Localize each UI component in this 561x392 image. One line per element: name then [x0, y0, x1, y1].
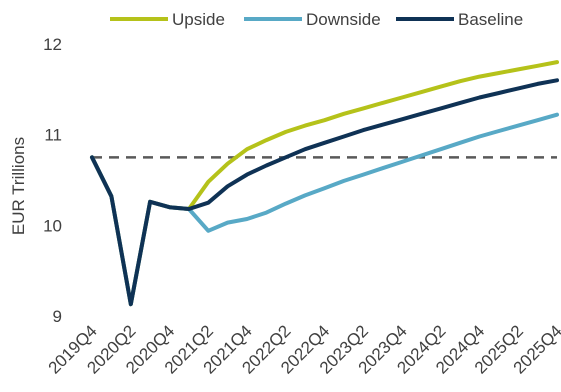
y-tick-label: 12 [43, 35, 62, 54]
legend-label: Baseline [458, 10, 523, 29]
y-tick-label: 11 [44, 126, 62, 145]
legend-item-baseline: Baseline [396, 10, 523, 29]
legend: Upside Downside Baseline [110, 10, 523, 29]
y-axis-ticks: 9 10 11 12 [43, 35, 62, 326]
y-tick-label: 10 [43, 216, 62, 235]
series-lines [90, 60, 559, 307]
y-tick-label: 9 [53, 307, 62, 326]
series-line-upside [90, 60, 559, 307]
legend-label: Downside [306, 10, 381, 29]
legend-item-upside: Upside [110, 10, 225, 29]
legend-label: Upside [172, 10, 225, 29]
y-axis-label: EUR Trillions [9, 137, 28, 235]
series-line-baseline [90, 78, 559, 307]
x-axis-ticks: 2019Q42020Q22020Q42021Q22021Q42022Q22022… [45, 321, 561, 377]
legend-item-downside: Downside [244, 10, 381, 29]
